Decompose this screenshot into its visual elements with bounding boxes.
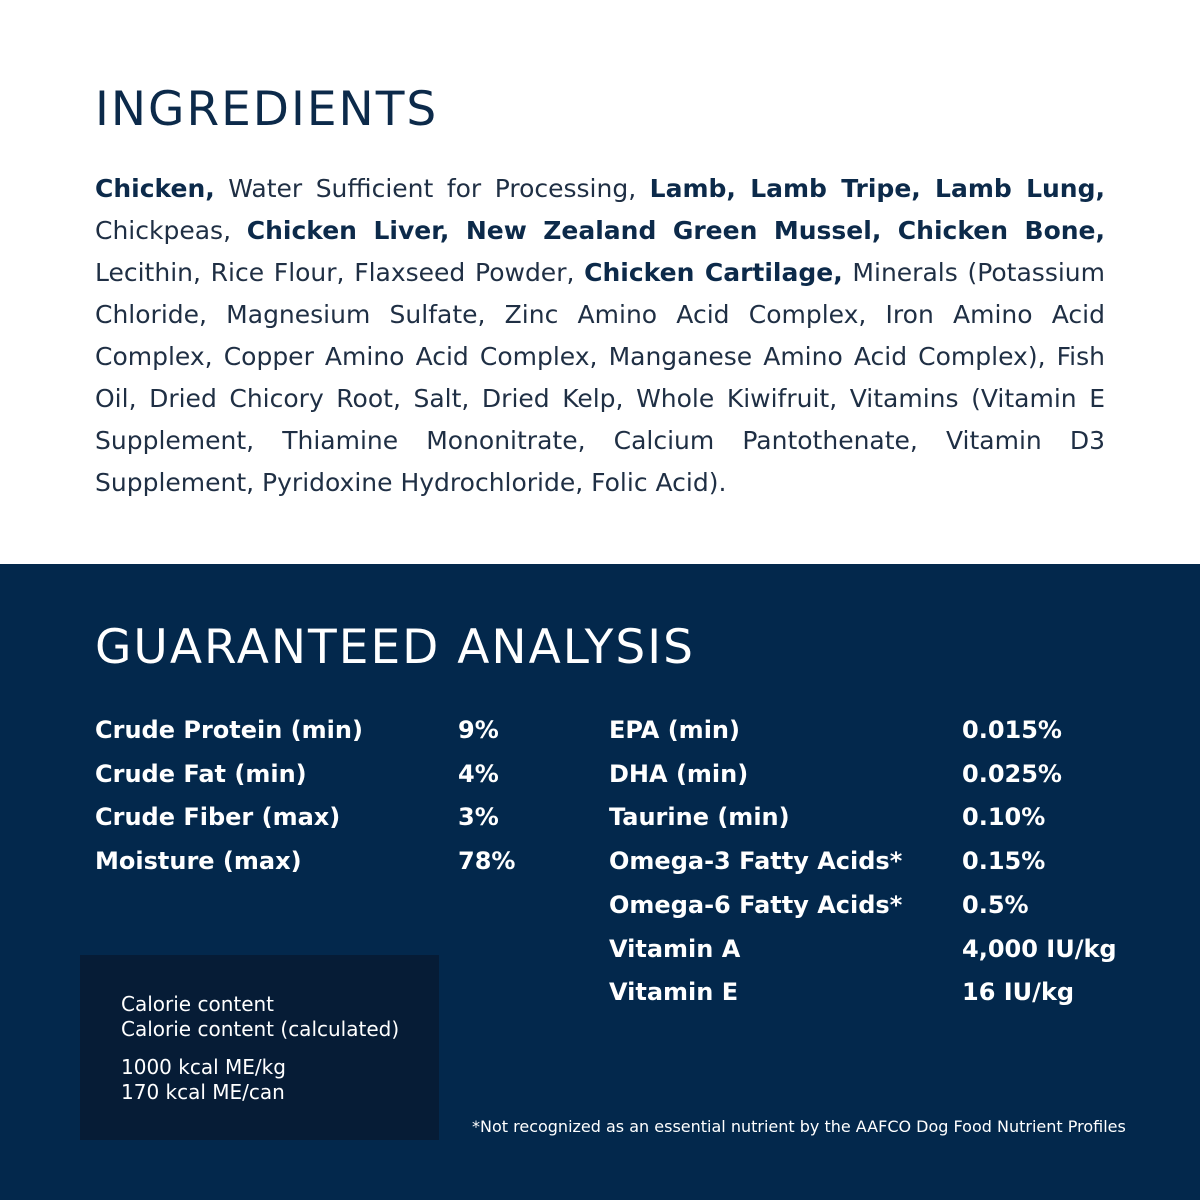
calorie-label: Calorie content bbox=[121, 992, 275, 1016]
nutrient-name: EPA (min) bbox=[609, 716, 740, 744]
ingredient-text: Water Sufficient for Processing, bbox=[214, 174, 650, 203]
nutrient-name: Crude Fiber (max) bbox=[95, 803, 341, 831]
nutrient-name: Omega-6 Fatty Acids* bbox=[609, 891, 903, 919]
nutrient-name: Crude Fat (min) bbox=[95, 760, 307, 788]
nutrient-value: 0.025% bbox=[962, 760, 1062, 788]
ingredient-text: Minerals (Potassium Chloride, Magnesium … bbox=[95, 258, 1105, 497]
ingredient-text: Chickpeas, bbox=[95, 216, 247, 245]
nutrient-name: Vitamin E bbox=[609, 978, 739, 1006]
ingredient-bold: Chicken Cartilage, bbox=[584, 258, 843, 287]
nutrient-value: 3% bbox=[458, 803, 499, 831]
analysis-title: GUARANTEED ANALYSIS bbox=[95, 620, 695, 675]
nutrient-value: 0.10% bbox=[962, 803, 1046, 831]
ingredients-section: INGREDIENTS Chicken, Water Sufficient fo… bbox=[0, 0, 1200, 564]
ingredients-text: Chicken, Water Sufficient for Processing… bbox=[95, 168, 1105, 504]
nutrient-value: 78% bbox=[458, 847, 516, 875]
ingredient-bold: Chicken, bbox=[95, 174, 215, 203]
nutrient-value: 9% bbox=[458, 716, 499, 744]
nutrient-value: 4% bbox=[458, 760, 499, 788]
ingredients-title: INGREDIENTS bbox=[95, 82, 439, 137]
nutrient-value: 0.15% bbox=[962, 847, 1046, 875]
nutrient-name: Vitamin A bbox=[609, 935, 741, 963]
ingredient-bold: Lamb, Lamb Tripe, Lamb Lung, bbox=[649, 174, 1105, 203]
footnote: *Not recognized as an essential nutrient… bbox=[472, 1117, 1126, 1136]
ingredient-text: Lecithin, Rice Flour, Flaxseed Powder, bbox=[95, 258, 585, 287]
calorie-per-kg: 1000 kcal ME/kg bbox=[121, 1055, 286, 1079]
nutrient-value: 4,000 IU/kg bbox=[962, 935, 1117, 963]
nutrient-name: DHA (min) bbox=[609, 760, 749, 788]
nutrient-value: 16 IU/kg bbox=[962, 978, 1075, 1006]
nutrient-name: Omega-3 Fatty Acids* bbox=[609, 847, 903, 875]
nutrient-value: 0.015% bbox=[962, 716, 1062, 744]
nutrient-name: Crude Protein (min) bbox=[95, 716, 363, 744]
nutrient-name: Taurine (min) bbox=[609, 803, 790, 831]
nutrient-name: Moisture (max) bbox=[95, 847, 302, 875]
calorie-calculated-label: Calorie content (calculated) bbox=[121, 1017, 400, 1041]
ingredient-bold: Chicken Liver, New Zealand Green Mussel,… bbox=[246, 216, 1105, 245]
calorie-per-can: 170 kcal ME/can bbox=[121, 1080, 285, 1104]
nutrient-value: 0.5% bbox=[962, 891, 1029, 919]
analysis-section: GUARANTEED ANALYSIS Crude Protein (min) 9… bbox=[0, 564, 1200, 1200]
calorie-box: Calorie content Calorie content (calcula… bbox=[80, 955, 439, 1140]
